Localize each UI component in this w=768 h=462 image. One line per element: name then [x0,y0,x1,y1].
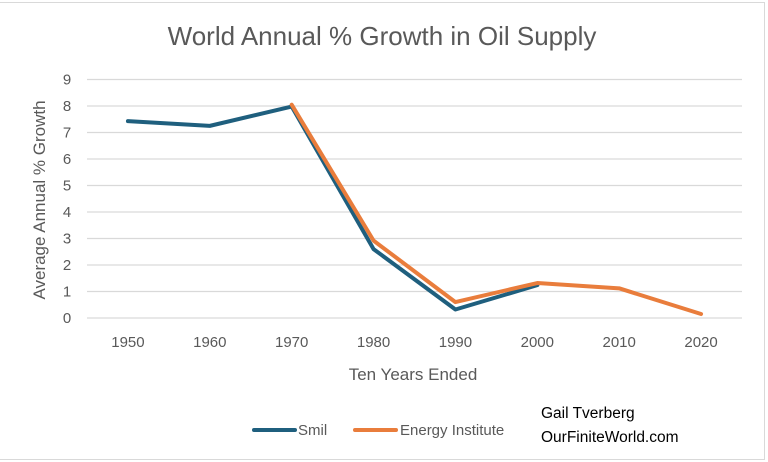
x-tick-label: 1980 [357,334,390,351]
y-tick-label: 7 [63,125,71,142]
y-tick-label: 1 [63,284,71,301]
x-tick-label: 1990 [439,334,472,351]
gridlines [87,78,742,319]
legend-label-energy-institute: Energy Institute [400,422,504,439]
y-axis-label: Average Annual % Growth [30,100,49,299]
x-axis-ticks: 1950 1960 1970 1980 1990 2000 2010 2020 [111,334,718,351]
x-tick-label: 1970 [275,334,308,351]
x-axis-label: Ten Years Ended [349,365,478,384]
y-tick-label: 4 [63,204,71,221]
y-tick-label: 9 [63,72,71,89]
series-line-smil [125,104,540,312]
series-line-energy-institute [289,102,704,317]
series-lines [125,102,704,317]
y-tick-label: 3 [63,231,71,248]
y-tick-label: 5 [63,178,71,195]
credit-author: Gail Tverberg [541,405,635,422]
x-tick-label: 2020 [684,334,717,351]
y-axis-ticks: 0 1 2 3 4 5 6 7 8 9 [63,72,71,328]
x-tick-label: 1960 [193,334,226,351]
y-tick-label: 6 [63,151,71,168]
chart-title: World Annual % Growth in Oil Supply [168,21,597,51]
x-tick-label: 2000 [521,334,554,351]
x-tick-label: 2010 [603,334,636,351]
y-tick-label: 8 [63,98,71,115]
legend: Smil Energy Institute [252,422,504,439]
y-tick-label: 0 [63,310,71,327]
y-tick-label: 2 [63,257,71,274]
credit-website: OurFiniteWorld.com [541,429,679,446]
x-tick-label: 1950 [111,334,144,351]
legend-label-smil: Smil [298,422,327,439]
